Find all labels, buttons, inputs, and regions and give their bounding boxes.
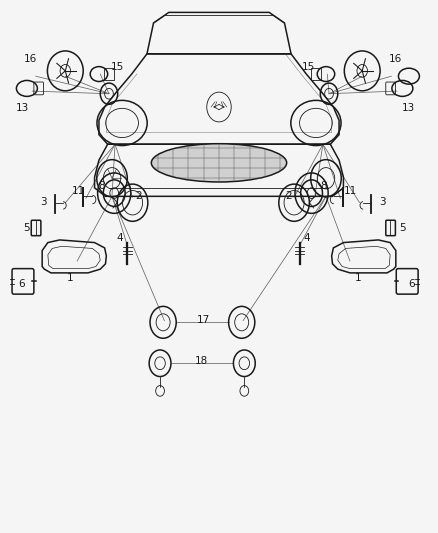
Text: 6: 6 xyxy=(408,279,414,288)
Text: 2: 2 xyxy=(286,191,292,201)
Text: 16: 16 xyxy=(24,54,37,64)
Ellipse shape xyxy=(151,144,287,182)
Text: 17: 17 xyxy=(197,314,210,325)
Text: 18: 18 xyxy=(195,356,208,366)
Text: 16: 16 xyxy=(389,54,403,64)
Text: 15: 15 xyxy=(302,62,315,71)
Text: 8: 8 xyxy=(99,181,105,191)
Text: 5: 5 xyxy=(399,223,406,233)
Text: 1: 1 xyxy=(67,273,73,283)
Text: 15: 15 xyxy=(111,62,124,71)
Text: 3: 3 xyxy=(379,197,386,207)
Text: 11: 11 xyxy=(72,186,85,196)
Text: 8: 8 xyxy=(321,181,327,191)
Text: 2: 2 xyxy=(135,191,141,201)
Text: 13: 13 xyxy=(402,103,416,113)
Text: 4: 4 xyxy=(116,233,123,243)
Text: 13: 13 xyxy=(16,103,29,113)
Text: 6: 6 xyxy=(18,279,25,288)
Text: 5: 5 xyxy=(23,223,29,233)
Text: 11: 11 xyxy=(343,186,357,196)
Text: 3: 3 xyxy=(40,197,47,207)
Text: 4: 4 xyxy=(303,233,310,243)
Text: 1: 1 xyxy=(354,273,361,283)
